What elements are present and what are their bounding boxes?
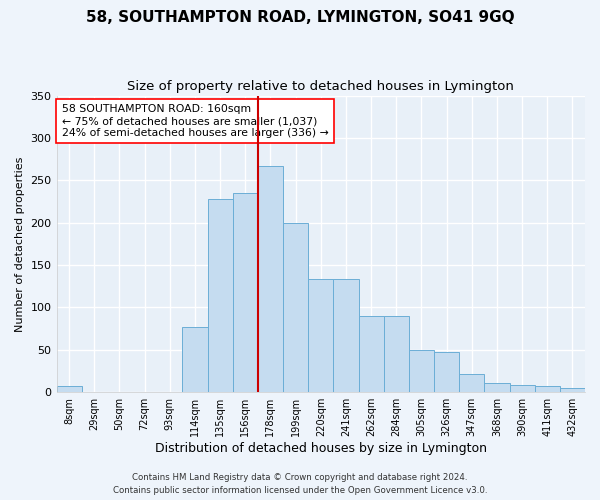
Bar <box>334 280 359 392</box>
Y-axis label: Number of detached properties: Number of detached properties <box>15 156 25 332</box>
Text: Contains HM Land Registry data © Crown copyright and database right 2024.
Contai: Contains HM Land Registry data © Crown c… <box>113 474 487 495</box>
X-axis label: Distribution of detached houses by size in Lymington: Distribution of detached houses by size … <box>155 442 487 455</box>
Bar <box>308 280 334 392</box>
Bar <box>535 386 560 392</box>
Bar <box>409 350 434 392</box>
Bar <box>484 383 509 392</box>
Bar <box>383 316 409 392</box>
Bar <box>283 222 308 392</box>
Bar <box>434 352 459 392</box>
Text: 58 SOUTHAMPTON ROAD: 160sqm
← 75% of detached houses are smaller (1,037)
24% of : 58 SOUTHAMPTON ROAD: 160sqm ← 75% of det… <box>62 104 329 138</box>
Bar <box>208 199 233 392</box>
Bar <box>509 386 535 392</box>
Text: 58, SOUTHAMPTON ROAD, LYMINGTON, SO41 9GQ: 58, SOUTHAMPTON ROAD, LYMINGTON, SO41 9G… <box>86 10 514 25</box>
Bar <box>560 388 585 392</box>
Bar <box>258 166 283 392</box>
Bar <box>182 327 208 392</box>
Bar <box>56 386 82 392</box>
Title: Size of property relative to detached houses in Lymington: Size of property relative to detached ho… <box>127 80 514 93</box>
Bar <box>233 193 258 392</box>
Bar <box>459 374 484 392</box>
Bar <box>359 316 383 392</box>
